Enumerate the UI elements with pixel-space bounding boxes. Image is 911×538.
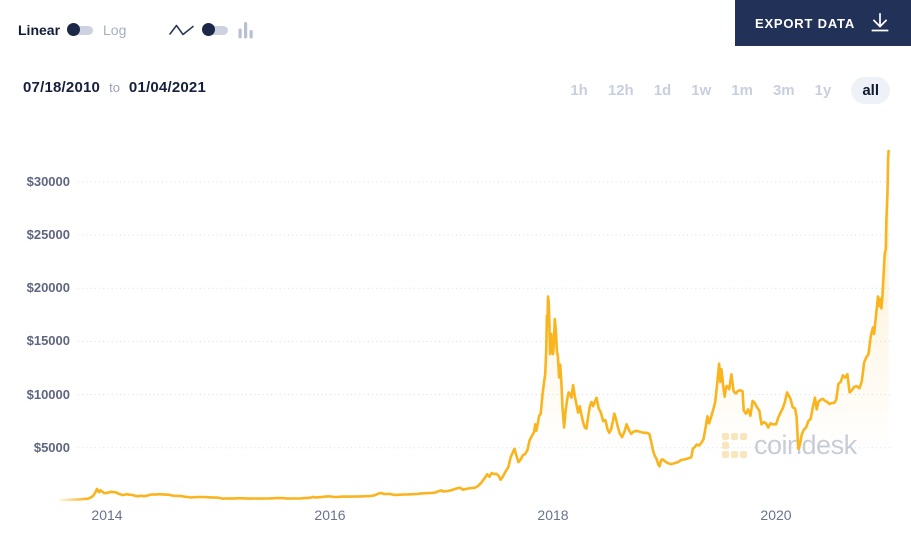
chart-gridlines (78, 181, 893, 449)
linear-label[interactable]: Linear (18, 22, 61, 38)
y-tick-label: $10000 (26, 386, 70, 402)
range-button-1w[interactable]: 1w (691, 81, 712, 99)
range-buttons: 1h 12h 1d 1w 1m 3m 1y all (570, 74, 890, 106)
y-tick-label: $25000 (26, 227, 70, 243)
y-tick-label: $5000 (33, 439, 70, 455)
y-tick-label: $15000 (26, 333, 70, 349)
date-range: 07/18/2010 to 01/04/2021 (23, 79, 206, 96)
price-chart[interactable]: coindesk $5000$10000$15000$20000$25000$3… (0, 110, 911, 538)
start-date[interactable]: 07/18/2010 (23, 79, 101, 96)
range-button-1d[interactable]: 1d (653, 81, 672, 99)
end-date[interactable]: 01/04/2021 (128, 79, 206, 96)
range-button-1m[interactable]: 1m (731, 81, 753, 99)
range-button-3m[interactable]: 3m (772, 81, 795, 99)
scale-toggle-group: Linear Log (18, 21, 254, 39)
x-tick-label: 2020 (760, 507, 792, 523)
toggle-knob (67, 23, 81, 36)
chart-type-toggle[interactable] (202, 23, 229, 36)
export-data-label: EXPORT DATA (754, 15, 856, 31)
x-tick-label: 2014 (91, 507, 123, 523)
price-line-layer (56, 149, 890, 506)
x-tick-label: 2016 (314, 507, 346, 523)
line-chart-icon[interactable] (169, 22, 195, 38)
chart-type-toggle-group (169, 21, 254, 39)
y-tick-label: $20000 (26, 280, 70, 296)
log-label[interactable]: Log (103, 22, 127, 38)
range-button-12h[interactable]: 12h (607, 81, 634, 99)
export-data-button[interactable]: EXPORT DATA (735, 0, 911, 46)
price-area-fill (60, 150, 889, 505)
y-tick-label: $30000 (26, 173, 70, 189)
toggle-knob (202, 23, 216, 36)
toolbar: Linear Log EXPORT DATA (0, 0, 911, 46)
linear-log-toggle[interactable] (67, 23, 94, 36)
download-icon (871, 13, 889, 32)
range-button-1y[interactable]: 1y (814, 81, 832, 99)
x-tick-label: 2018 (537, 507, 569, 523)
date-range-separator: to (109, 80, 120, 95)
date-range-row: 07/18/2010 to 01/04/2021 1h 12h 1d 1w 1m 3m 1y… (0, 74, 911, 106)
range-button-all[interactable]: all (851, 76, 890, 104)
range-button-1h[interactable]: 1h (570, 81, 588, 99)
price-line (58, 149, 890, 502)
left-edge-fade (56, 478, 86, 506)
bar-chart-icon[interactable] (238, 21, 254, 39)
